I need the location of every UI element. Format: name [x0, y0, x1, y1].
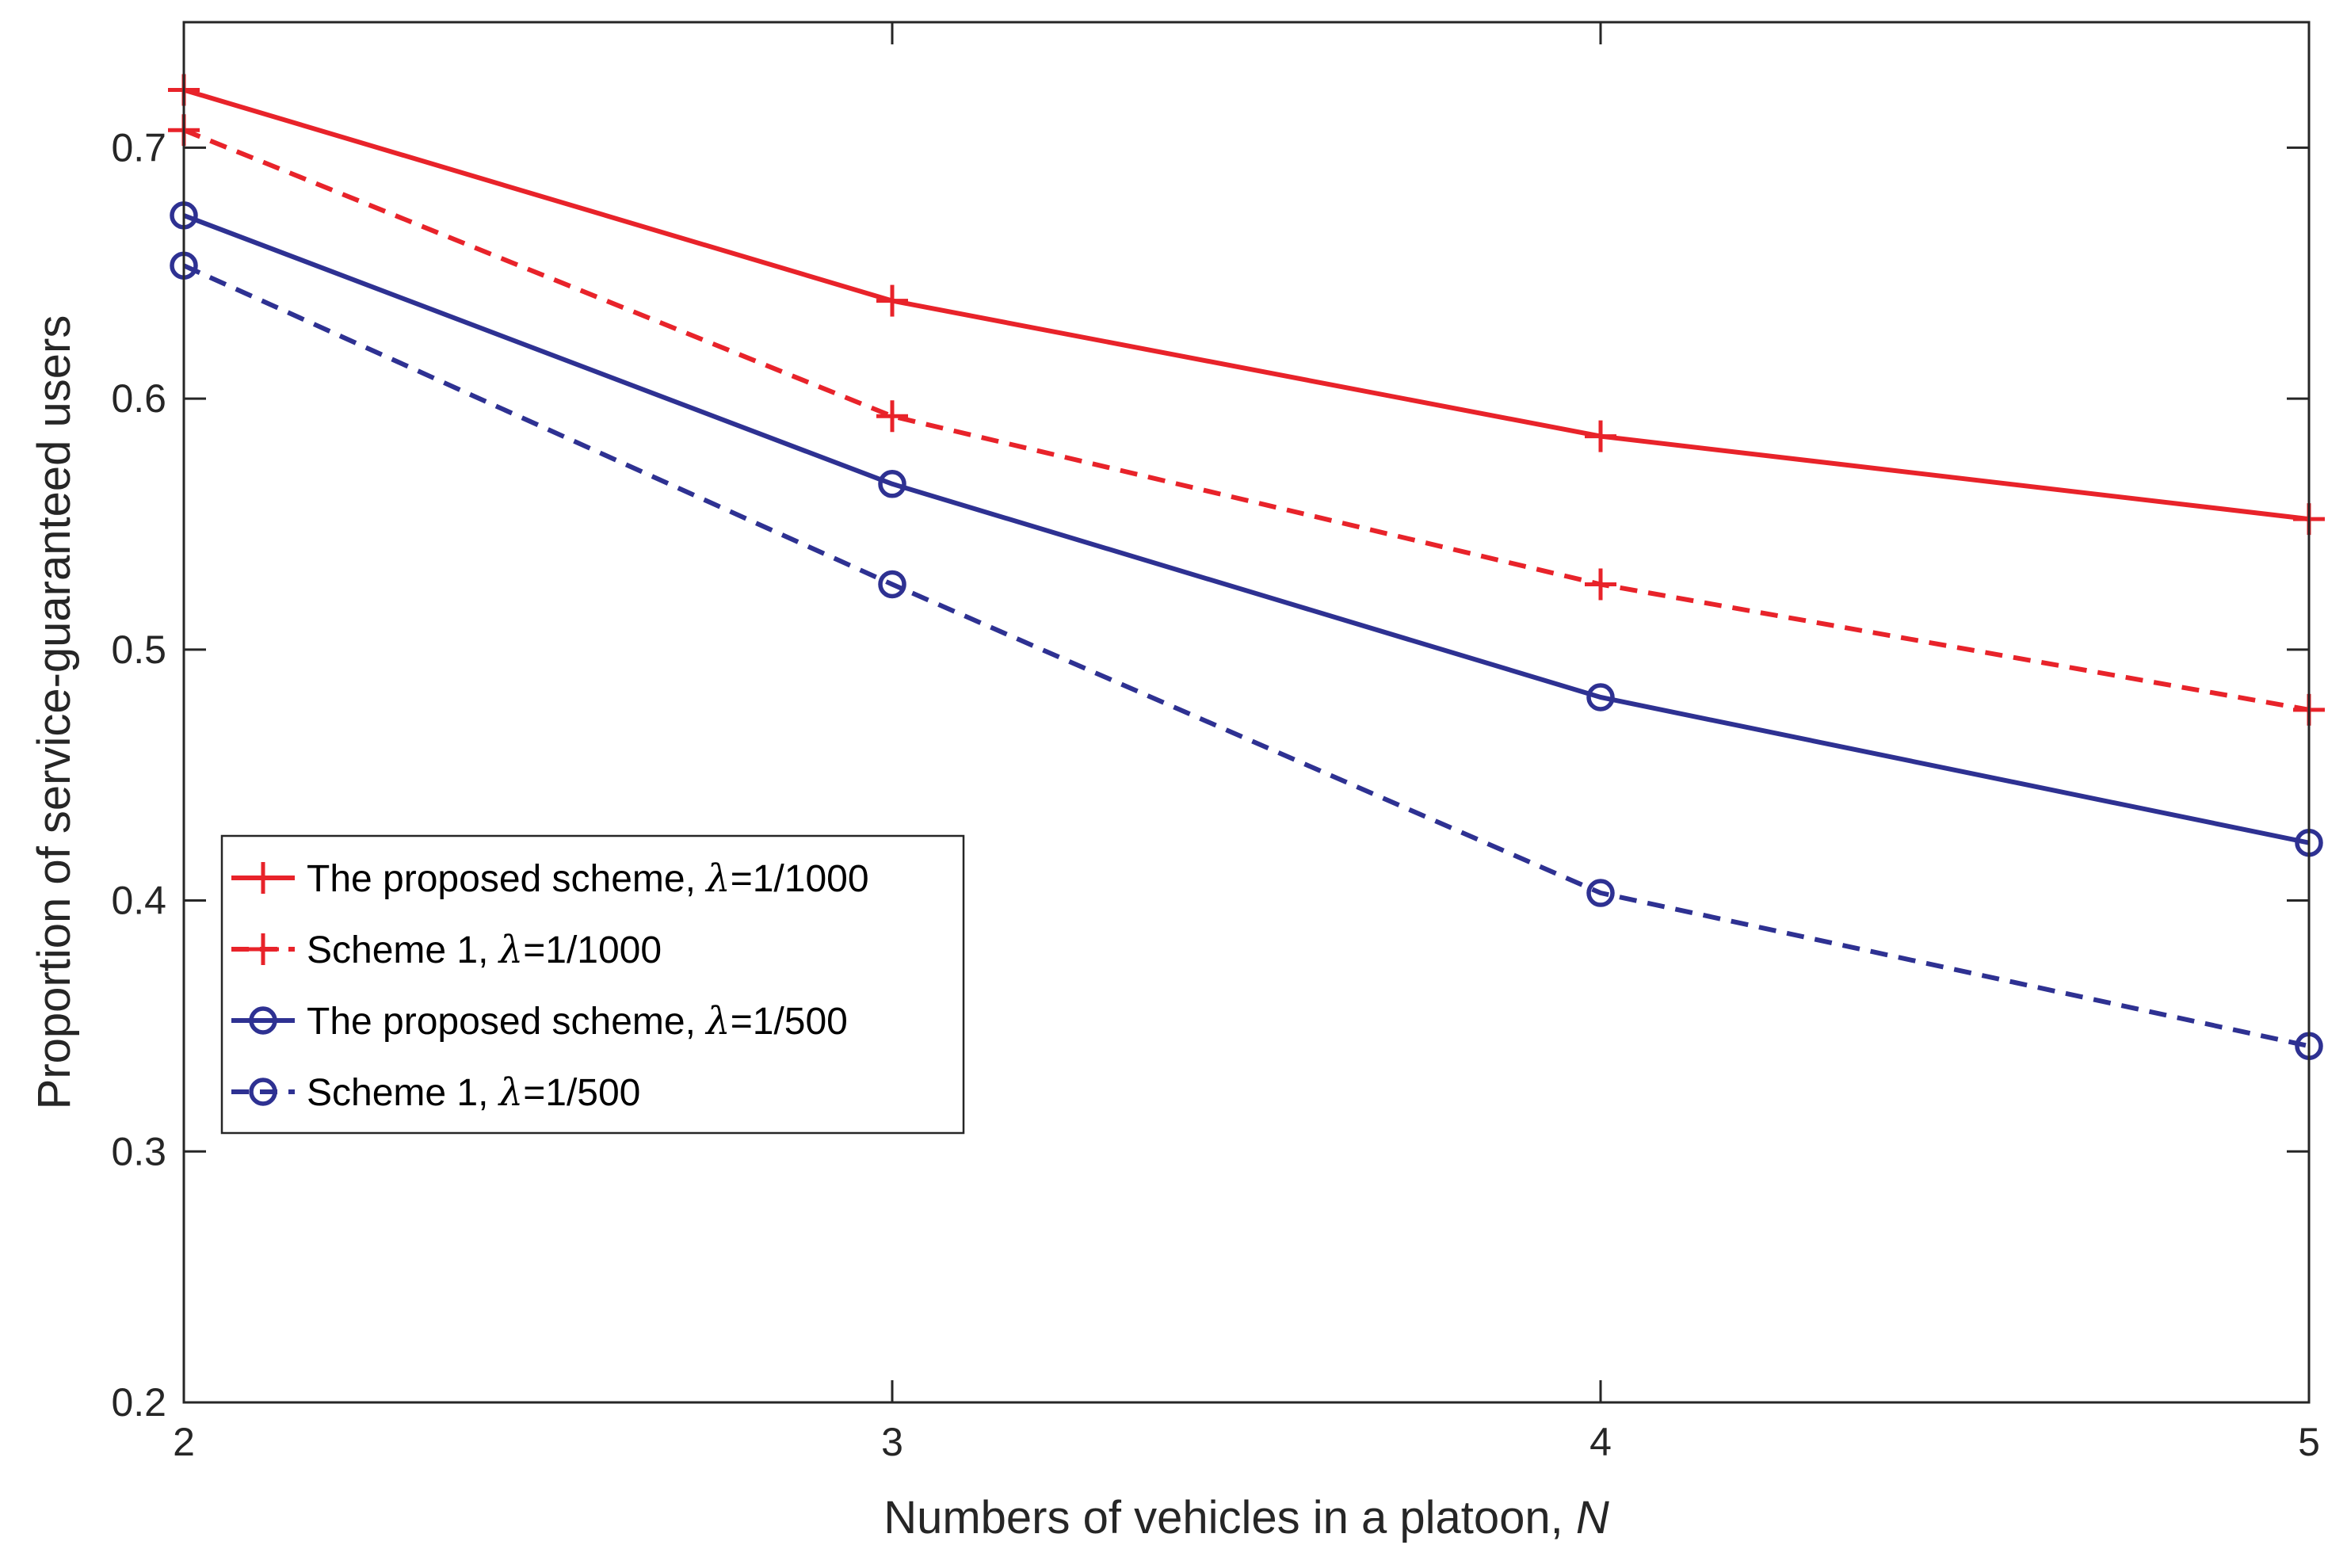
x-tick-label: 2: [173, 1420, 195, 1464]
x-axis-title-text: Numbers of vehicles in a platoon,: [883, 1492, 1576, 1543]
legend-lambda-symbol: λ: [498, 928, 523, 972]
legend-lambda-symbol: λ: [704, 999, 730, 1043]
series-line-3: [182, 263, 2310, 1049]
legend-lambda-symbol: λ: [498, 1070, 523, 1115]
data-point-series-1: [1585, 568, 1616, 601]
x-tick-label: 3: [881, 1420, 903, 1464]
legend-label-text: Scheme 1,: [307, 1072, 499, 1114]
legend-marker-0: [247, 862, 279, 894]
plot-area-frame: [182, 21, 2311, 1404]
x-tick-label: 4: [1589, 1420, 1612, 1464]
data-point-series-2: [1586, 683, 1615, 712]
y-tick-label: 0.4: [111, 879, 166, 923]
legend-label-0: The proposed scheme, λ=1/1000: [307, 856, 869, 901]
data-point-series-3: [1586, 879, 1615, 907]
series-line-2: [182, 213, 2310, 845]
data-point-series-3: [878, 570, 906, 599]
legend-box: [220, 834, 965, 1135]
y-tick-label: 0.6: [111, 376, 166, 421]
axis-ticks: [182, 22, 2311, 1404]
x-tick-label: 5: [2298, 1420, 2320, 1464]
legend-label-text: Scheme 1,: [307, 929, 499, 971]
legend-marker-1: [247, 933, 279, 965]
legend-label-value: =1/1000: [523, 929, 662, 971]
data-point-series-1: [876, 400, 908, 433]
y-tick-label: 0.3: [111, 1129, 166, 1173]
axis-tick-labels: 2 3 4 5 0.2 0.3 0.4 0.5 0.6 0.7: [111, 125, 2319, 1464]
series-line-1: [182, 128, 2310, 712]
legend-label-text: The proposed scheme,: [307, 1001, 706, 1043]
y-tick-label: 0.2: [111, 1380, 166, 1425]
data-point-series-0: [1585, 420, 1616, 452]
x-axis-title-variable: N: [1576, 1492, 1609, 1543]
legend-marker-2: [249, 1006, 277, 1035]
legend-label-1: Scheme 1, λ=1/1000: [307, 928, 662, 972]
series-line-0: [183, 87, 2310, 522]
y-tick-label: 0.7: [111, 125, 166, 170]
legend-label-value: =1/500: [731, 1001, 848, 1043]
series-lines: [182, 87, 2310, 1049]
y-axis-title: Proportion of service-guaranteed users: [29, 315, 80, 1110]
legend-marker-3: [249, 1078, 277, 1106]
legend-label-text: The proposed scheme,: [307, 858, 706, 900]
data-point-series-0: [876, 284, 908, 317]
legend-label-value: =1/500: [523, 1072, 640, 1114]
x-axis-title: Numbers of vehicles in a platoon, N: [883, 1492, 1609, 1543]
data-point-series-2: [878, 470, 906, 498]
legend-label-value: =1/1000: [731, 858, 869, 900]
legend-label-3: Scheme 1, λ=1/500: [307, 1070, 640, 1115]
y-tick-label: 0.5: [111, 628, 166, 672]
legend-label-2: The proposed scheme, λ=1/500: [307, 999, 848, 1043]
legend-lambda-symbol: λ: [704, 856, 730, 901]
